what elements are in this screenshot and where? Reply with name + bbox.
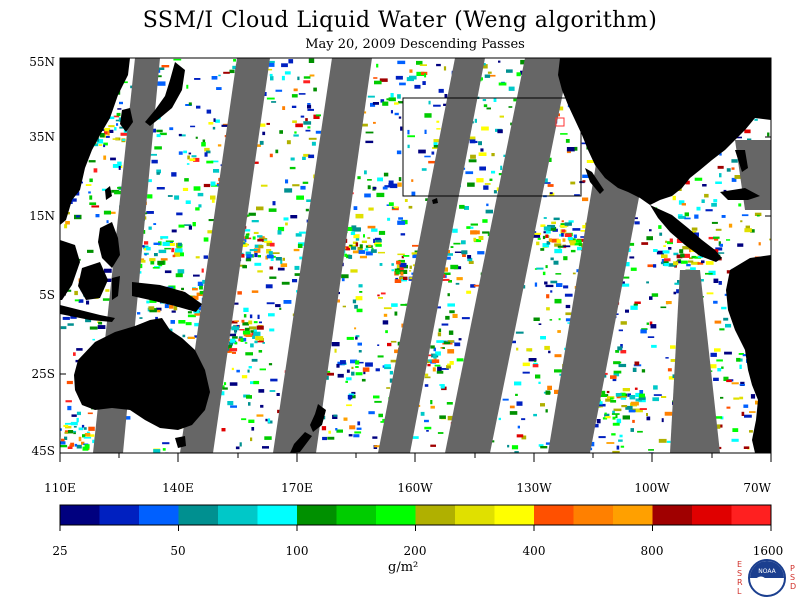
- colorbar-swatch: [534, 505, 574, 525]
- noaa-emblem-text: NOAA: [758, 568, 776, 575]
- lon-label-100w: 100W: [634, 481, 670, 495]
- orbit-gap-6: [548, 140, 650, 453]
- map-subtitle: May 20, 2009 Descending Passes: [305, 37, 525, 52]
- colorbar-label-800: 800: [641, 544, 664, 558]
- region-outline-box: [402, 97, 582, 197]
- land-asia: [60, 58, 130, 225]
- orbit-gap-2: [180, 58, 270, 453]
- colorbar-swatch: [613, 505, 653, 525]
- logo-letter-d: D: [790, 582, 797, 591]
- land-tasmania: [175, 436, 186, 448]
- colorbar-swatch: [99, 505, 140, 525]
- lon-label-130w: 130W: [516, 481, 552, 495]
- lon-label-160w: 160W: [397, 481, 433, 495]
- land-florida: [735, 150, 748, 172]
- colorbar-labels: 25 50 100 200 400 800 1600: [52, 544, 783, 558]
- land-japan: [145, 62, 185, 126]
- land-philippines: [98, 222, 120, 268]
- colorbar-swatch: [139, 505, 179, 525]
- colorbar-swatch: [60, 505, 100, 525]
- lon-label-170e: 170E: [281, 481, 313, 495]
- orbit-gap-3: [273, 58, 372, 453]
- colorbar-label-50: 50: [170, 544, 185, 558]
- land-nz-south: [290, 432, 312, 453]
- land-north-america: [558, 58, 771, 205]
- colorbar-label-400: 400: [523, 544, 546, 558]
- land-hawaii: [432, 198, 438, 204]
- land-australia: [74, 318, 210, 430]
- land-korea: [120, 108, 133, 132]
- colorbar-swatch: [376, 505, 416, 525]
- land-central-america: [650, 205, 722, 262]
- lat-label-35n: 35N: [29, 130, 55, 144]
- lat-label-5s: 5S: [39, 288, 55, 302]
- land-baja: [585, 168, 604, 194]
- orbit-gap-4: [378, 58, 485, 453]
- marker-box: [555, 117, 565, 127]
- land-borneo: [78, 262, 108, 300]
- colorbar-label-1600: 1600: [753, 544, 784, 558]
- lat-label-25s: 25S: [32, 367, 56, 381]
- colorbar-swatch: [297, 505, 337, 525]
- longitude-axis: 110E 140E 170E 160W 130W 100W 70W: [44, 453, 772, 495]
- noaa-esrl-psd-logo: E S R L NOAA P S D: [735, 558, 797, 598]
- colorbar-swatch: [731, 505, 772, 525]
- colorbar: [59, 504, 772, 531]
- orbit-gap-7: [670, 270, 720, 453]
- map-title: SSM/I Cloud Liquid Water (Weng algorithm…: [142, 8, 658, 33]
- colorbar-label-100: 100: [286, 544, 309, 558]
- land-cuba: [720, 188, 760, 200]
- logo-letter-e: E: [737, 560, 743, 569]
- lat-label-45s: 45S: [32, 444, 56, 458]
- lat-label-15n: 15N: [29, 209, 55, 223]
- land-masses: [60, 58, 771, 453]
- latitude-axis: 55N 35N 15N 5S 25S 45S: [29, 55, 771, 458]
- lat-label-55n: 55N: [29, 55, 55, 69]
- land-south-america: [726, 255, 771, 453]
- lon-label-70w: 70W: [743, 481, 771, 495]
- colorbar-swatch: [218, 505, 258, 525]
- land-sulawesi: [112, 276, 120, 300]
- logo-letter-p: P: [790, 564, 795, 573]
- lon-label-140e: 140E: [162, 481, 194, 495]
- logo-letter-l: L: [737, 587, 742, 596]
- colorbar-units: g/m²: [388, 560, 419, 575]
- colorbar-swatch: [455, 505, 495, 525]
- colorbar-swatch: [178, 505, 219, 525]
- logo-letter-r: R: [737, 578, 743, 587]
- logo-letter-s2: S: [790, 573, 796, 582]
- colorbar-label-200: 200: [404, 544, 427, 558]
- land-indochina: [60, 240, 80, 300]
- colorbar-swatch: [494, 505, 535, 525]
- land-new-guinea: [132, 282, 202, 312]
- colorbar-swatch: [415, 505, 456, 525]
- orbit-gap-5: [445, 58, 570, 453]
- colorbar-swatch: [257, 505, 298, 525]
- colorbar-swatch: [573, 505, 614, 525]
- colorbar-swatch: [336, 505, 377, 525]
- colorbar-label-25: 25: [52, 544, 67, 558]
- land-taiwan: [105, 186, 112, 200]
- colorbar-swatch: [652, 505, 693, 525]
- orbit-gap-swaths: [93, 58, 771, 453]
- land-nz-north: [310, 404, 326, 432]
- noaa-emblem-icon: NOAA: [748, 559, 786, 597]
- logo-letter-s: S: [737, 569, 743, 578]
- lon-label-110e: 110E: [44, 481, 76, 495]
- colorbar-swatch: [692, 505, 732, 525]
- land-java: [60, 305, 115, 322]
